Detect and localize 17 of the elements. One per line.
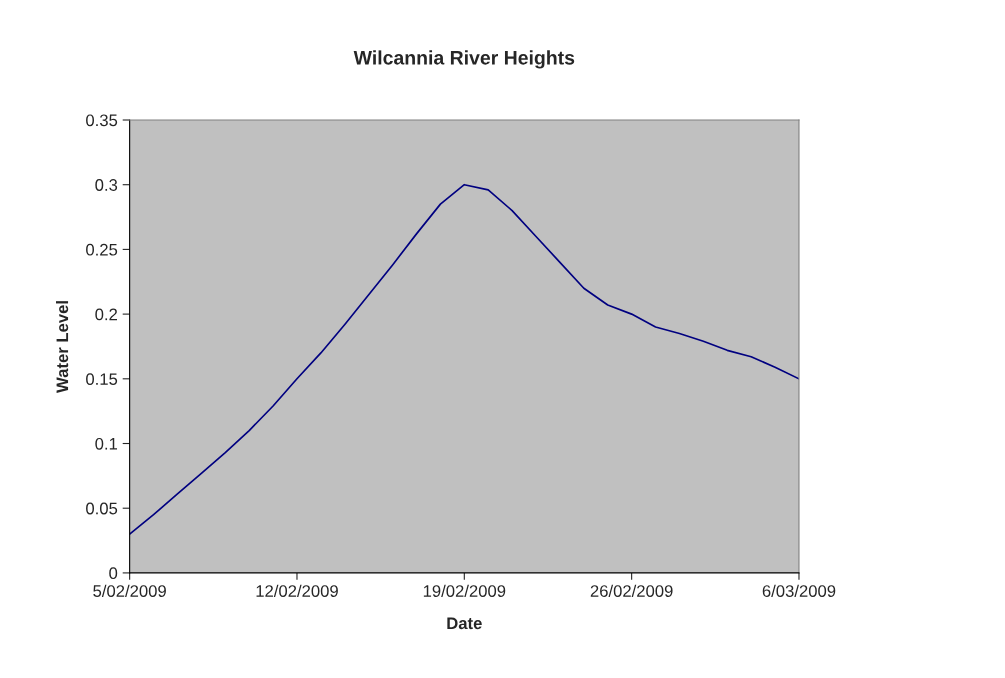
x-tick-label: 26/02/2009 <box>590 584 673 597</box>
y-tick-label: 0.25 <box>86 243 118 256</box>
x-tick-label: 12/02/2009 <box>256 584 338 597</box>
y-tick-label: 0.1 <box>95 437 118 450</box>
y-tick-label: 0.2 <box>95 308 117 321</box>
y-tick-label: 0 <box>109 567 118 580</box>
y-tick-label: 0.05 <box>86 502 118 515</box>
y-tick-label: 0.3 <box>95 179 118 191</box>
y-tick-label: 0.15 <box>86 373 118 386</box>
y-axis-title: Water Level <box>55 301 69 393</box>
x-tick-label: 5/02/2009 <box>93 584 166 597</box>
x-tick-label: 6/03/2009 <box>762 584 836 597</box>
line-series <box>129 183 799 535</box>
x-axis-title: Date <box>447 617 482 630</box>
chart-title: Wilcannia River Heights <box>353 50 575 69</box>
y-tick-label: 0.35 <box>86 114 118 127</box>
x-tick-label: 19/02/2009 <box>423 584 506 597</box>
